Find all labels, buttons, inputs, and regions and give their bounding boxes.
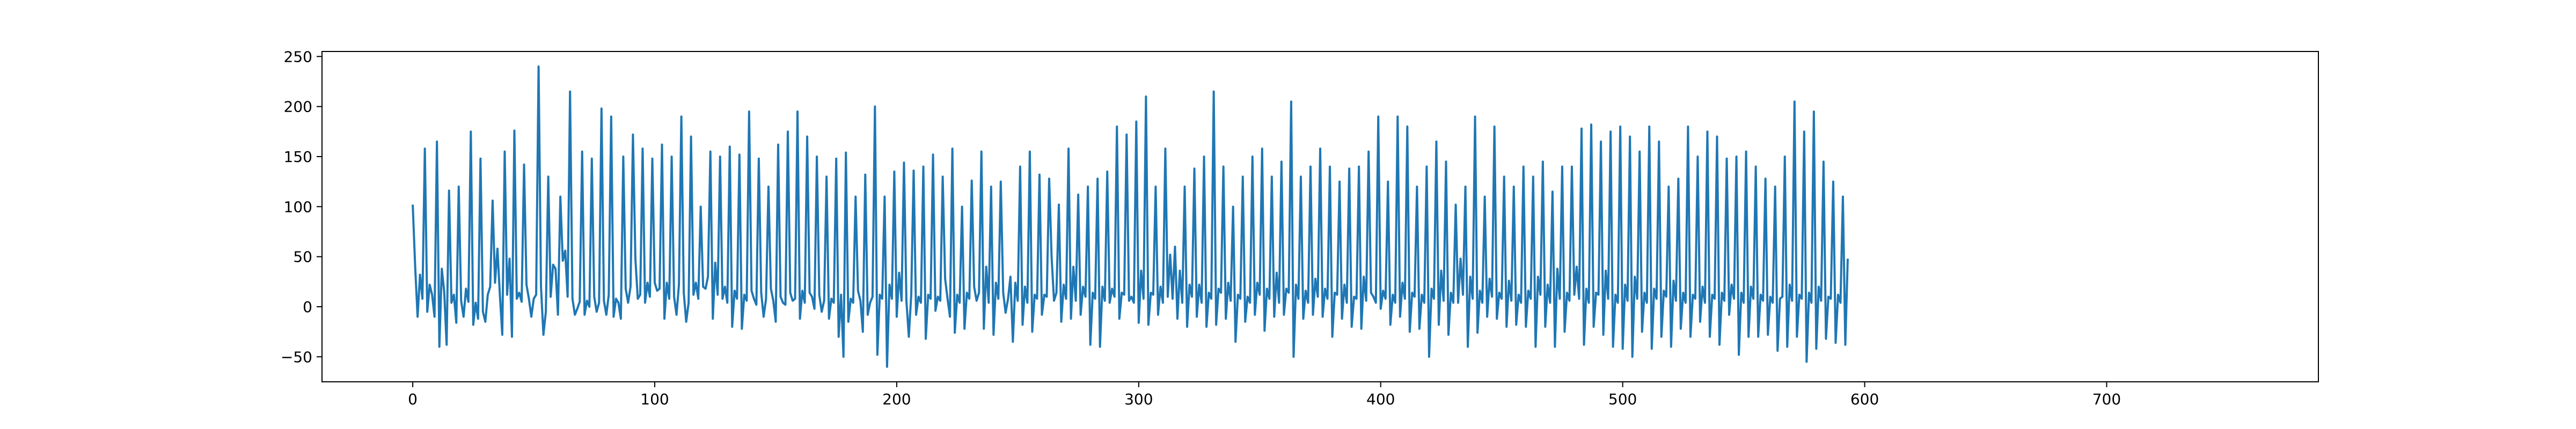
x-tick-label: 300 (1124, 390, 1153, 408)
y-tick-label: 0 (303, 298, 312, 316)
y-tick-label: 100 (284, 198, 312, 216)
x-tick-label: 500 (1608, 390, 1637, 408)
axes-frame (321, 51, 2319, 382)
y-tick-label: 50 (293, 248, 312, 266)
y-tick-label: 250 (284, 48, 312, 65)
x-tick-label: 200 (882, 390, 911, 408)
x-tick-label: 100 (640, 390, 669, 408)
y-tick-label: 150 (284, 148, 312, 166)
tick-layer: 0 100 200 300 400 500 600 700 −50 0 50 100 150 200 250 (281, 48, 2121, 408)
y-tick-label: −50 (281, 348, 312, 366)
x-tick-label: 0 (408, 390, 418, 408)
x-tick-label: 400 (1366, 390, 1395, 408)
x-tick-label: 700 (2092, 390, 2121, 408)
y-tick-label: 200 (284, 98, 312, 116)
series-layer (412, 65, 1849, 368)
x-tick-label: 600 (1850, 390, 1879, 408)
series-line (412, 65, 1849, 368)
